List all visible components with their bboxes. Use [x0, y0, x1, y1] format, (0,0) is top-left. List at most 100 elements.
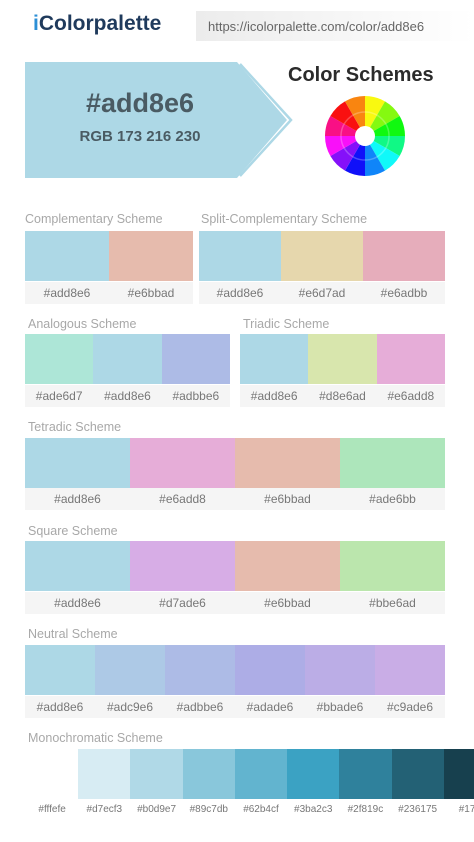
split-complementary-hex-code: #add8e6	[216, 286, 264, 300]
color-wheel-icon	[325, 96, 405, 176]
complementary-swatch[interactable]	[109, 231, 193, 281]
neutral-hex-code: #adade6	[246, 700, 294, 714]
tetradic-codes: #add8e6 #e6add8 #e6bbad #ade6bb	[25, 488, 445, 510]
tetradic-hex-code: #e6bbad	[264, 492, 311, 506]
tetradic-hex-code: #add8e6	[54, 492, 101, 506]
url-bar: https://icolorpalette.com/color/add8e6	[196, 11, 474, 41]
monochromatic-swatch[interactable]	[26, 749, 79, 799]
monochromatic-swatch[interactable]	[443, 749, 474, 799]
complementary-codes: #add8e6 #e6bbad	[25, 282, 193, 304]
split-complementary-codes: #add8e6 #e6d7ad #e6adbb	[199, 282, 445, 304]
neutral-swatch[interactable]	[165, 645, 235, 695]
tetradic-swatch[interactable]	[340, 438, 445, 488]
monochromatic-swatch[interactable]	[130, 749, 183, 799]
neutral-hex-code: #bbade6	[316, 700, 364, 714]
analogous-hex-code: #add8e6	[104, 389, 151, 403]
monochromatic-hex-code: #2f819c	[347, 804, 384, 815]
complementary-swatches	[25, 231, 193, 281]
square-codes: #add8e6 #d7ade6 #e6bbad #bbe6ad	[25, 592, 445, 614]
monochromatic-hex-code: #3ba2c3	[294, 804, 333, 815]
monochromatic-hex-code: #fffefe	[38, 804, 66, 815]
site-logo[interactable]: iColorpalette	[33, 12, 161, 36]
triadic-hex-code: #e6add8	[387, 389, 435, 403]
complementary-scheme-label: Complementary Scheme	[25, 212, 163, 226]
monochromatic-swatch[interactable]	[287, 749, 340, 799]
analogous-scheme-label: Analogous Scheme	[28, 317, 137, 331]
monochromatic-swatch[interactable]	[234, 749, 288, 799]
logo-i: i	[33, 12, 39, 35]
complementary-hex-code: #add8e6	[43, 286, 91, 300]
split-complementary-swatch[interactable]	[363, 231, 445, 281]
triadic-swatch[interactable]	[376, 334, 445, 384]
monochromatic-hex-code: #62b4cf	[243, 804, 279, 815]
square-swatch[interactable]	[235, 541, 340, 591]
analogous-hex-code: #adbbe6	[172, 389, 220, 403]
square-hex-code: #e6bbad	[264, 596, 311, 610]
monochromatic-swatch[interactable]	[391, 749, 444, 799]
tetradic-swatch[interactable]	[130, 438, 235, 488]
monochromatic-scheme-label: Monochromatic Scheme	[28, 731, 163, 745]
analogous-codes: #ade6d7 #add8e6 #adbbe6	[25, 385, 230, 407]
logo-text: Colorpalette	[38, 12, 162, 35]
square-swatch[interactable]	[130, 541, 235, 591]
split-complementary-swatches	[199, 231, 445, 281]
neutral-swatch[interactable]	[235, 645, 305, 695]
monochromatic-swatches	[26, 749, 474, 799]
monochromatic-hex-code: #89c7db	[189, 804, 228, 815]
triadic-codes: #add8e6 #d8e6ad #e6add8	[240, 385, 445, 407]
monochromatic-swatch[interactable]	[339, 749, 392, 799]
monochromatic-hex-code: #d7ecf3	[86, 804, 123, 815]
neutral-swatch[interactable]	[375, 645, 445, 695]
analogous-swatch[interactable]	[161, 334, 230, 384]
complementary-hex-code: #e6bbad	[127, 286, 175, 300]
color-schemes-heading: Color Schemes	[288, 64, 434, 86]
triadic-hex-code: #d8e6ad	[319, 389, 366, 403]
neutral-swatch[interactable]	[95, 645, 165, 695]
complementary-swatch[interactable]	[25, 231, 109, 281]
square-scheme-label: Square Scheme	[28, 524, 118, 538]
split-complementary-swatch[interactable]	[199, 231, 281, 281]
monochromatic-swatch[interactable]	[78, 749, 131, 799]
analogous-swatches	[25, 334, 230, 384]
triadic-swatch[interactable]	[240, 334, 309, 384]
monochromatic-hex-code: #b0d9e7	[137, 804, 177, 815]
page-url: https://icolorpalette.com/color/add8e6	[208, 19, 425, 34]
banner-arrow-shape	[25, 62, 293, 178]
analogous-swatch[interactable]	[93, 334, 162, 384]
analogous-hex-code: #ade6d7	[35, 389, 83, 403]
tetradic-swatches	[25, 438, 445, 488]
tetradic-hex-code: #e6add8	[159, 492, 206, 506]
square-swatch[interactable]	[340, 541, 445, 591]
square-swatches	[25, 541, 445, 591]
monochromatic-swatch[interactable]	[182, 749, 235, 799]
triadic-swatches	[240, 334, 445, 384]
square-hex-code: #add8e6	[54, 596, 101, 610]
neutral-hex-code: #adbbe6	[176, 700, 224, 714]
analogous-swatch[interactable]	[25, 334, 94, 384]
triadic-swatch[interactable]	[308, 334, 377, 384]
site-header: iColorpalette https://icolorpalette.com/…	[0, 0, 474, 52]
neutral-codes: #add8e6 #adc9e6 #adbbe6 #adade6 #bbade6 #c9ad…	[25, 696, 445, 718]
triadic-scheme-label: Triadic Scheme	[243, 317, 330, 331]
tetradic-swatch[interactable]	[25, 438, 130, 488]
tetradic-swatch[interactable]	[235, 438, 340, 488]
square-swatch[interactable]	[25, 541, 130, 591]
neutral-swatch[interactable]	[25, 645, 95, 695]
neutral-swatch[interactable]	[305, 645, 375, 695]
neutral-hex-code: #add8e6	[36, 700, 84, 714]
neutral-hex-code: #adc9e6	[106, 700, 154, 714]
color-hex-title: #add8e6	[85, 88, 195, 118]
triadic-hex-code: #add8e6	[250, 389, 298, 403]
split-complementary-hex-code: #e6adbb	[380, 286, 428, 300]
neutral-scheme-label: Neutral Scheme	[28, 627, 118, 641]
split-complementary-hex-code: #e6d7ad	[298, 286, 346, 300]
neutral-swatches	[25, 645, 445, 695]
split-complementary-swatch[interactable]	[281, 231, 363, 281]
color-banner: #add8e6 RGB 173 216 230	[25, 62, 297, 178]
square-hex-code: #bbe6ad	[369, 596, 416, 610]
color-rgb-value: RGB 173 216 230	[79, 128, 201, 145]
square-hex-code: #d7ade6	[159, 596, 206, 610]
monochromatic-codes: #fffefe #d7ecf3 #b0d9e7 #89c7db #62b4cf #3ba2…	[26, 799, 474, 821]
monochromatic-hex-code: #236175	[398, 804, 438, 815]
tetradic-hex-code: #ade6bb	[369, 492, 416, 506]
